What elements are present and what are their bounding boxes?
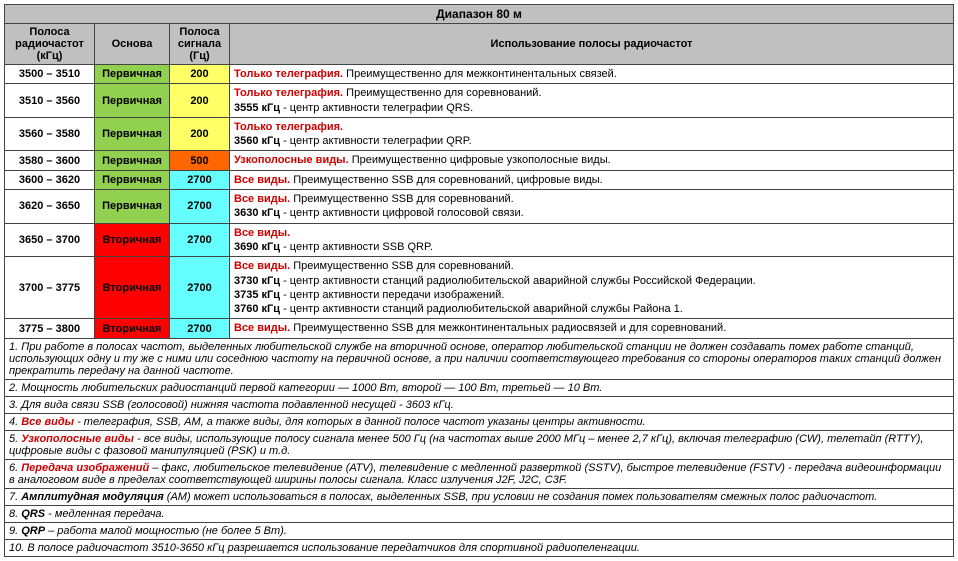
basis-cell: Первичная	[95, 151, 170, 170]
table-row: 3600 – 3620Первичная2700Все виды. Преиму…	[5, 170, 954, 189]
freq-cell: 3700 – 3775	[5, 257, 95, 319]
note-cell: 6. Передача изображений – факс, любитель…	[5, 459, 954, 488]
freq-cell: 3620 – 3650	[5, 190, 95, 224]
table-row: 3500 – 3510Первичная200Только телеграфия…	[5, 65, 954, 84]
note-cell: 8. QRS - медленная передача.	[5, 505, 954, 522]
basis-cell: Первичная	[95, 170, 170, 189]
note-row: 2. Мощность любительских радиостанций пе…	[5, 379, 954, 396]
note-cell: 7. Амплитудная модуляция (АМ) может испо…	[5, 488, 954, 505]
title-row: Диапазон 80 м	[5, 5, 954, 24]
usage-cell: Только телеграфия.3560 кГц - центр актив…	[230, 117, 954, 151]
note-row: 10. В полосе радиочастот 3510-3650 кГц р…	[5, 539, 954, 556]
col-header: Полоса сигнала (Гц)	[170, 24, 230, 65]
note-cell: 1. При работе в полосах частот, выделенн…	[5, 338, 954, 379]
col-header: Использование полосы радиочастот	[230, 24, 954, 65]
freq-cell: 3600 – 3620	[5, 170, 95, 189]
freq-cell: 3560 – 3580	[5, 117, 95, 151]
bandwidth-cell: 200	[170, 65, 230, 84]
note-cell: 10. В полосе радиочастот 3510-3650 кГц р…	[5, 539, 954, 556]
table-row: 3650 – 3700Вторичная2700Все виды.3690 кГ…	[5, 223, 954, 257]
note-row: 7. Амплитудная модуляция (АМ) может испо…	[5, 488, 954, 505]
table-title: Диапазон 80 м	[5, 5, 954, 24]
basis-cell: Первичная	[95, 117, 170, 151]
note-row: 3. Для вида связи SSB (голосовой) нижняя…	[5, 396, 954, 413]
table-row: 3580 – 3600Первичная500Узкополосные виды…	[5, 151, 954, 170]
note-cell: 5. Узкополосные виды - все виды, использ…	[5, 430, 954, 459]
freq-cell: 3650 – 3700	[5, 223, 95, 257]
note-cell: 9. QRP – работа малой мощностью (не боле…	[5, 522, 954, 539]
bandwidth-cell: 200	[170, 84, 230, 118]
bandwidth-cell: 2700	[170, 190, 230, 224]
usage-cell: Все виды. Преимущественно SSB для соревн…	[230, 257, 954, 319]
freq-cell: 3500 – 3510	[5, 65, 95, 84]
table-row: 3620 – 3650Первичная2700Все виды. Преиму…	[5, 190, 954, 224]
freq-cell: 3510 – 3560	[5, 84, 95, 118]
usage-cell: Все виды. Преимущественно SSB для межкон…	[230, 319, 954, 338]
bandwidth-cell: 2700	[170, 223, 230, 257]
note-row: 1. При работе в полосах частот, выделенн…	[5, 338, 954, 379]
usage-cell: Только телеграфия. Преимущественно для м…	[230, 65, 954, 84]
note-row: 6. Передача изображений – факс, любитель…	[5, 459, 954, 488]
note-row: 8. QRS - медленная передача.	[5, 505, 954, 522]
basis-cell: Первичная	[95, 190, 170, 224]
col-header: Полоса радиочастот (кГц)	[5, 24, 95, 65]
basis-cell: Первичная	[95, 65, 170, 84]
usage-cell: Все виды. Преимущественно SSB для соревн…	[230, 190, 954, 224]
note-cell: 4. Все виды - телеграфия, SSB, АМ, а так…	[5, 413, 954, 430]
basis-cell: Вторичная	[95, 319, 170, 338]
table-row: 3700 – 3775Вторичная2700Все виды. Преиму…	[5, 257, 954, 319]
bandwidth-cell: 2700	[170, 170, 230, 189]
note-row: 5. Узкополосные виды - все виды, использ…	[5, 430, 954, 459]
note-row: 4. Все виды - телеграфия, SSB, АМ, а так…	[5, 413, 954, 430]
note-cell: 3. Для вида связи SSB (голосовой) нижняя…	[5, 396, 954, 413]
header-row: Полоса радиочастот (кГц)ОсноваПолоса сиг…	[5, 24, 954, 65]
freq-cell: 3580 – 3600	[5, 151, 95, 170]
usage-cell: Все виды. Преимущественно SSB для соревн…	[230, 170, 954, 189]
note-cell: 2. Мощность любительских радиостанций пе…	[5, 379, 954, 396]
col-header: Основа	[95, 24, 170, 65]
band-table: Диапазон 80 мПолоса радиочастот (кГц)Осн…	[4, 4, 954, 557]
bandwidth-cell: 500	[170, 151, 230, 170]
table-row: 3560 – 3580Первичная200Только телеграфия…	[5, 117, 954, 151]
basis-cell: Вторичная	[95, 257, 170, 319]
bandwidth-cell: 2700	[170, 257, 230, 319]
usage-cell: Только телеграфия. Преимущественно для с…	[230, 84, 954, 118]
table-row: 3510 – 3560Первичная200Только телеграфия…	[5, 84, 954, 118]
bandwidth-cell: 2700	[170, 319, 230, 338]
usage-cell: Все виды.3690 кГц - центр активности SSB…	[230, 223, 954, 257]
freq-cell: 3775 – 3800	[5, 319, 95, 338]
basis-cell: Первичная	[95, 84, 170, 118]
table-row: 3775 – 3800Вторичная2700Все виды. Преиму…	[5, 319, 954, 338]
bandwidth-cell: 200	[170, 117, 230, 151]
basis-cell: Вторичная	[95, 223, 170, 257]
note-row: 9. QRP – работа малой мощностью (не боле…	[5, 522, 954, 539]
usage-cell: Узкополосные виды. Преимущественно цифро…	[230, 151, 954, 170]
